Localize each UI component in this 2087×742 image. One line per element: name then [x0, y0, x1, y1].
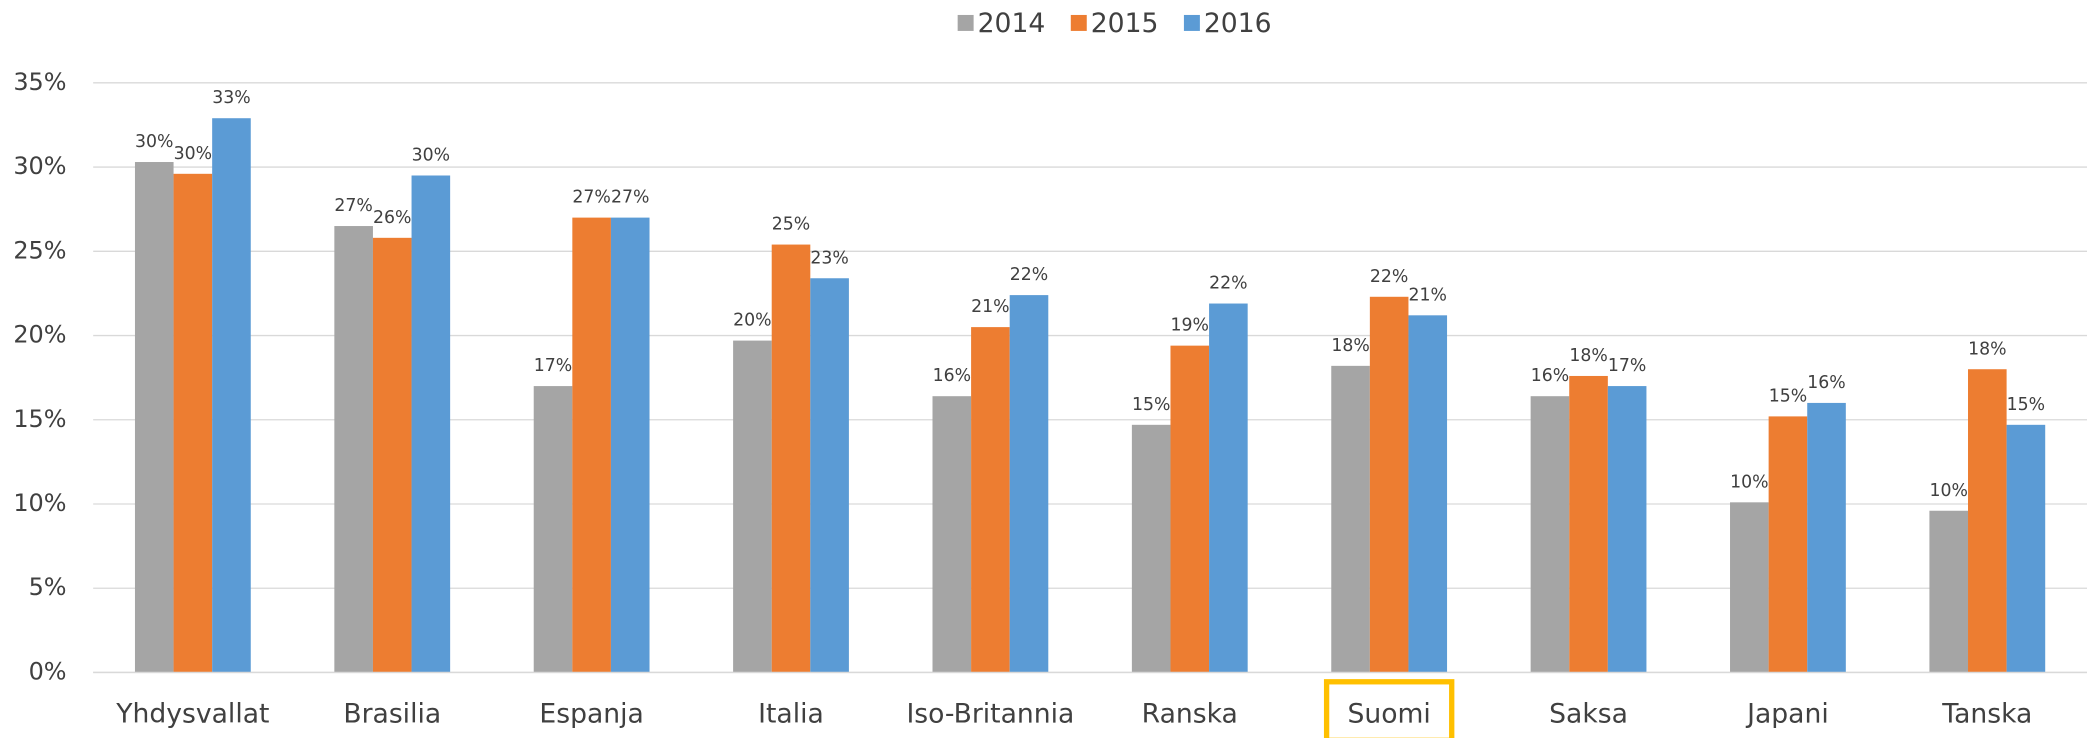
data-label: 21% [1409, 285, 1447, 305]
y-tick-label: 15% [13, 405, 66, 433]
x-tick-label: Saksa [1549, 699, 1628, 730]
bar [1170, 345, 1210, 673]
bar [212, 118, 251, 673]
bar [1968, 369, 2007, 673]
bar [372, 237, 412, 673]
x-tick-label: Suomi [1347, 699, 1430, 730]
y-tick-label: 5% [29, 573, 67, 601]
data-label: 17% [534, 356, 572, 376]
bar [1807, 402, 1846, 673]
data-label: 27% [334, 196, 372, 216]
bar [1607, 386, 1647, 673]
x-tick-label: Iso-Britannia [906, 699, 1074, 730]
data-label: 18% [1569, 346, 1607, 366]
x-tick-label: Brasilia [343, 699, 441, 730]
data-label: 30% [135, 132, 173, 152]
data-label: 16% [933, 366, 971, 386]
legend-swatch [957, 14, 974, 31]
legend-label: 2016 [1204, 8, 1272, 39]
data-label: 10% [1730, 472, 1768, 492]
bar [610, 217, 650, 673]
data-label: 21% [971, 297, 1009, 317]
bar [533, 386, 573, 673]
x-tick-label: Tanska [1941, 699, 2032, 730]
data-label: 18% [1968, 339, 2006, 359]
bar [1131, 424, 1171, 673]
data-label: 17% [1608, 356, 1646, 376]
y-tick-label: 0% [29, 657, 67, 685]
data-label: 33% [212, 88, 250, 108]
bar [971, 327, 1010, 673]
legend-swatch [1070, 14, 1087, 31]
y-tick-label: 10% [13, 489, 66, 517]
bar [932, 396, 972, 673]
bar [1569, 375, 1608, 673]
bar [1408, 315, 1448, 673]
data-label: 16% [1807, 373, 1845, 393]
x-tick-label: Italia [758, 699, 824, 730]
bar [1331, 365, 1370, 673]
bar [411, 175, 451, 673]
data-label: 23% [810, 248, 848, 268]
data-label: 15% [1769, 386, 1807, 406]
data-label: 20% [733, 311, 771, 331]
data-label: 16% [1531, 366, 1569, 386]
y-tick-label: 30% [13, 152, 66, 180]
bar [334, 226, 373, 673]
data-label: 25% [772, 215, 810, 235]
x-tick-label: Espanja [539, 699, 643, 730]
data-label: 22% [1010, 265, 1048, 285]
x-tick-label: Ranska [1142, 699, 1238, 730]
data-label: 15% [1132, 395, 1170, 415]
data-label: 19% [1171, 316, 1209, 336]
bar [572, 217, 611, 673]
bar [810, 278, 849, 673]
bar [1768, 416, 1808, 673]
bar [1369, 296, 1409, 673]
bar [1009, 295, 1049, 673]
bar [1730, 502, 1769, 673]
data-label: 15% [2007, 395, 2045, 415]
bar [2006, 424, 2046, 673]
y-tick-label: 25% [13, 236, 66, 264]
x-tick-label: Japani [1745, 699, 1829, 730]
bar [1530, 396, 1570, 673]
y-tick-label: 35% [13, 68, 66, 96]
data-label: 22% [1370, 267, 1408, 287]
bar [173, 173, 213, 673]
data-label: 26% [373, 208, 411, 228]
data-label: 10% [1929, 481, 1967, 501]
legend-label: 2014 [978, 8, 1046, 39]
data-label: 27% [611, 188, 649, 208]
bar [134, 162, 174, 673]
data-label: 18% [1331, 336, 1369, 356]
data-label: 22% [1209, 274, 1247, 294]
data-label: 27% [572, 188, 610, 208]
data-label: 30% [174, 144, 212, 164]
bar [1929, 510, 1969, 673]
data-label: 30% [412, 146, 450, 166]
bar [733, 340, 772, 673]
legend-swatch [1183, 14, 1200, 31]
x-tick-label: Yhdysvallat [115, 699, 269, 730]
legend-label: 2015 [1091, 8, 1159, 39]
bar [771, 244, 811, 673]
y-tick-label: 20% [13, 321, 66, 349]
bar [1209, 303, 1248, 673]
